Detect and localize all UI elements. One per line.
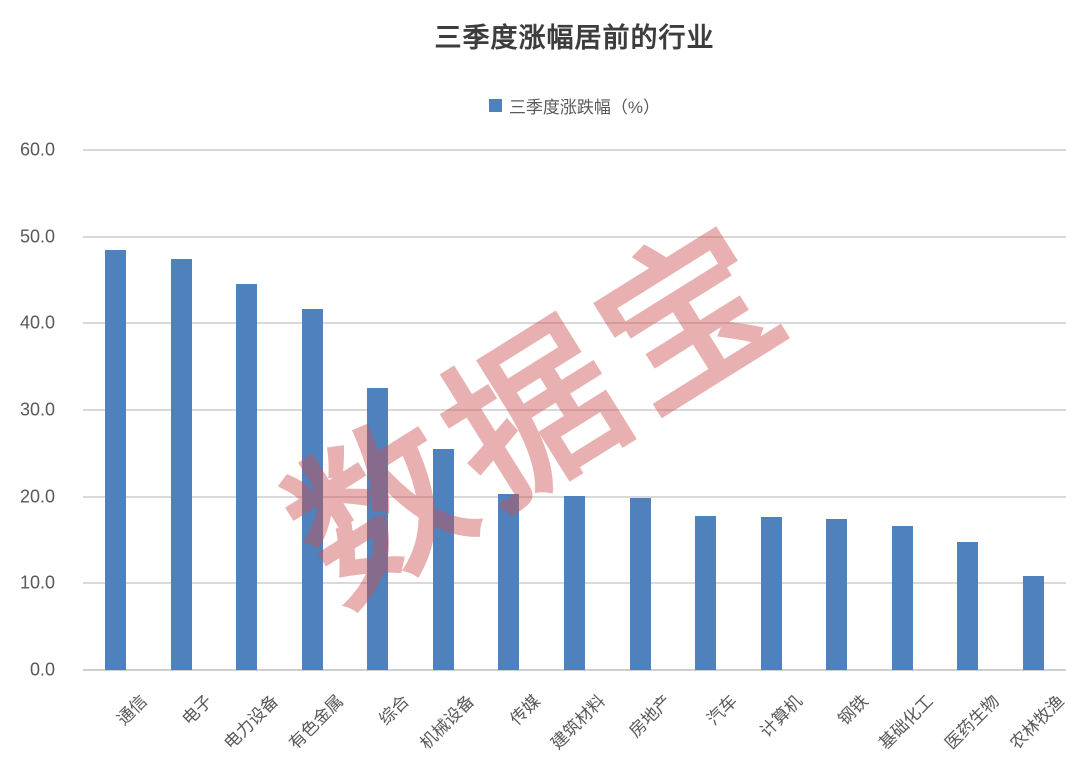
x-cell: 计算机 — [738, 672, 807, 780]
gridline — [83, 322, 1066, 325]
bar-slot — [214, 150, 280, 670]
y-tick-label: 40.0 — [19, 312, 55, 333]
bar-slot — [738, 150, 804, 670]
y-tick-label: 30.0 — [19, 399, 55, 420]
y-tick-label: 10.0 — [19, 572, 55, 593]
bar-series — [83, 150, 1066, 670]
x-tick-label: 有色金属 — [285, 691, 348, 754]
bar-slot — [804, 150, 870, 670]
bar-通信 — [105, 249, 127, 670]
bar-slot — [1000, 150, 1066, 670]
plot-area — [83, 149, 1066, 671]
bar-汽车 — [695, 515, 717, 670]
x-cell: 传媒 — [476, 672, 544, 780]
bar-机械设备 — [432, 449, 454, 670]
x-cell: 机械设备 — [411, 672, 479, 780]
gridline — [83, 409, 1066, 411]
x-cell: 基础化工 — [869, 672, 938, 780]
x-axis-line — [83, 669, 1066, 671]
bar-建筑材料 — [563, 495, 585, 670]
x-tick-label: 医药生物 — [941, 691, 1003, 754]
bar-slot — [542, 150, 608, 670]
legend-swatch-icon — [488, 99, 502, 112]
chart-title: 三季度涨幅居前的行业 — [434, 23, 715, 53]
bar-slot — [280, 150, 346, 670]
x-cell: 电子 — [149, 672, 217, 780]
x-cell: 医药生物 — [935, 672, 1003, 780]
bar-计算机 — [760, 517, 782, 670]
x-tick-label: 机械设备 — [416, 691, 479, 754]
bar-电子 — [170, 259, 192, 670]
x-cell: 通信 — [83, 672, 151, 780]
bar-slot — [149, 150, 215, 670]
x-tick-label: 计算机 — [756, 691, 807, 742]
x-tick-label: 基础化工 — [875, 691, 938, 754]
x-tick-label: 建筑材料 — [547, 691, 610, 754]
bar-钢铁 — [826, 519, 848, 670]
bar-房地产 — [629, 497, 651, 670]
x-tick-label: 电子 — [178, 691, 217, 730]
bar-农林牧渔 — [1022, 575, 1044, 670]
x-cell: 有色金属 — [280, 672, 348, 780]
bar-slot — [411, 150, 477, 670]
bar-slot — [83, 150, 149, 670]
y-tick-label: 0.0 — [29, 659, 55, 680]
bar-传媒 — [498, 494, 520, 670]
bar-综合 — [367, 388, 389, 670]
x-cell: 综合 — [345, 672, 413, 780]
y-axis: 60.0 50.0 40.0 30.0 20.0 10.0 0.0 — [0, 140, 55, 680]
x-tick-label: 电力设备 — [220, 691, 282, 754]
bar-基础化工 — [891, 526, 913, 670]
x-cell: 建筑材料 — [542, 672, 610, 780]
x-cell: 电力设备 — [214, 672, 282, 780]
x-cell: 房地产 — [607, 672, 675, 780]
y-tick-label: 20.0 — [19, 486, 55, 507]
x-tick-label: 农林牧渔 — [1006, 691, 1069, 754]
bar-slot — [935, 150, 1001, 670]
x-cell: 农林牧渔 — [1000, 672, 1069, 780]
bar-slot — [673, 150, 739, 670]
legend: 三季度涨跌幅（%） — [83, 93, 1066, 118]
x-cell: 钢铁 — [804, 672, 872, 780]
x-tick-label: 传媒 — [506, 691, 544, 730]
x-tick-label: 通信 — [113, 691, 151, 730]
x-tick-label: 汽车 — [703, 691, 741, 730]
legend-label: 三季度涨跌幅（%） — [508, 98, 661, 117]
bar-电力设备 — [236, 284, 258, 670]
bar-医药生物 — [957, 541, 979, 670]
y-tick-label: 60.0 — [19, 139, 55, 160]
bar-有色金属 — [301, 308, 323, 670]
x-axis: 通信 电子 电力设备 有色金属 综合 机械设备 传媒 建筑材料 房地产 汽车 计算机 钢铁 基础化工 医药… — [83, 672, 1069, 780]
x-tick-label: 房地产 — [625, 691, 675, 742]
gridline — [83, 235, 1066, 238]
gridline — [83, 149, 1066, 151]
bar-slot — [869, 150, 935, 670]
bar-slot — [607, 150, 673, 670]
x-tick-label: 综合 — [375, 691, 413, 730]
bar-slot — [476, 150, 542, 670]
x-tick-label: 钢铁 — [834, 691, 872, 730]
y-tick-label: 50.0 — [19, 226, 55, 247]
x-cell: 汽车 — [673, 672, 741, 780]
bar-slot — [345, 150, 411, 670]
